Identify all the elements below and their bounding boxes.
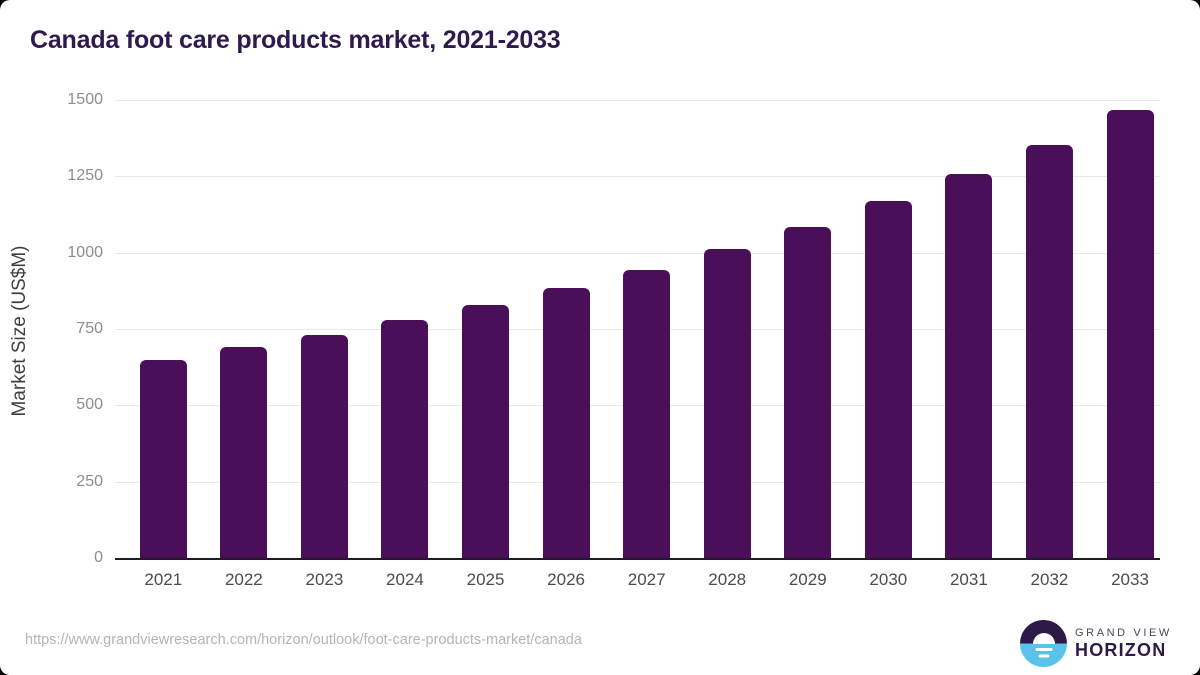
y-tick-250: 250 bbox=[76, 472, 103, 490]
bar-2028 bbox=[703, 249, 751, 558]
y-tick-1000: 1000 bbox=[67, 243, 103, 261]
x-tick-2027: 2027 bbox=[627, 570, 666, 589]
y-axis-title: Market Size (US$M) bbox=[9, 245, 30, 417]
x-tick-2028: 2028 bbox=[708, 570, 747, 589]
bar-2022 bbox=[220, 347, 268, 558]
logo-text-horizon: HORIZON bbox=[1075, 640, 1167, 660]
logo-text: GRAND VIEW HORIZON bbox=[1075, 627, 1172, 660]
bar-2024 bbox=[381, 319, 429, 558]
x-tick-2023: 2023 bbox=[305, 570, 344, 589]
bar-2026 bbox=[542, 288, 590, 558]
x-tick-2029: 2029 bbox=[788, 570, 827, 589]
sun-shape bbox=[1032, 632, 1055, 644]
y-tick-1250: 1250 bbox=[67, 167, 103, 185]
bar-2030 bbox=[864, 201, 912, 558]
bar-2021 bbox=[139, 359, 187, 558]
gridline-1250 bbox=[115, 176, 1160, 178]
y-tick-750: 750 bbox=[76, 320, 103, 337]
horizon-sun-icon bbox=[1020, 620, 1067, 667]
gridline-1000 bbox=[115, 252, 1160, 254]
plot-area bbox=[115, 100, 1160, 560]
bar-2023 bbox=[300, 334, 348, 558]
y-tick-1500: 1500 bbox=[67, 91, 103, 108]
x-tick-2022: 2022 bbox=[224, 570, 263, 589]
bar-2032 bbox=[1025, 144, 1073, 558]
gridline-1500 bbox=[115, 100, 1160, 101]
sun-reflection-line-1 bbox=[1035, 647, 1052, 651]
logo-text-grand-view: GRAND VIEW bbox=[1075, 627, 1172, 639]
y-tick-0: 0 bbox=[94, 549, 103, 566]
x-tick-2024: 2024 bbox=[386, 570, 424, 589]
bar-2029 bbox=[784, 227, 832, 558]
x-tick-2026: 2026 bbox=[547, 570, 585, 589]
x-tick-2033: 2033 bbox=[1111, 570, 1149, 589]
sun-reflection-line-2 bbox=[1038, 654, 1049, 658]
source-url: https://www.grandviewresearch.com/horizo… bbox=[25, 632, 582, 648]
x-tick-2031: 2031 bbox=[949, 570, 988, 589]
grand-view-horizon-logo: GRAND VIEW HORIZON bbox=[1020, 620, 1172, 667]
bar-2033 bbox=[1106, 110, 1154, 558]
x-tick-2025: 2025 bbox=[466, 570, 505, 589]
chart-title: Canada foot care products market, 2021-2… bbox=[30, 26, 561, 54]
x-tick-2030: 2030 bbox=[869, 570, 908, 589]
bar-2027 bbox=[623, 270, 671, 558]
x-tick-2032: 2032 bbox=[1030, 570, 1069, 589]
y-tick-500: 500 bbox=[76, 396, 103, 414]
x-tick-2021: 2021 bbox=[144, 570, 183, 589]
bar-2031 bbox=[945, 174, 993, 558]
bar-2025 bbox=[462, 305, 510, 558]
